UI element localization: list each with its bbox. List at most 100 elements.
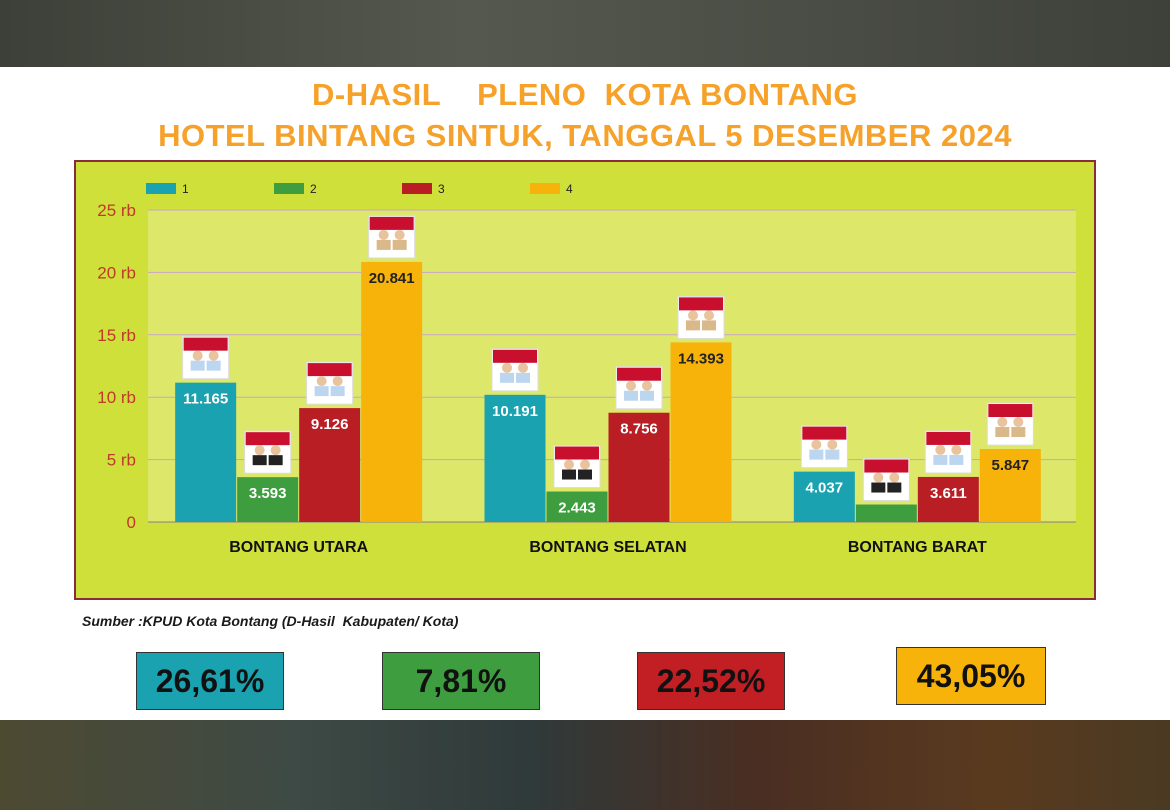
candidate-face-icon bbox=[518, 362, 528, 373]
bar-value-label: 3.611 bbox=[930, 485, 967, 502]
candidate-body-icon bbox=[268, 455, 283, 466]
legend-label-3: 3 bbox=[438, 182, 445, 196]
bar-chart: 0 5 rb 10 rb 15 rb 20 rb 25 rb 1 2 3 4 11.165 3.593… bbox=[97, 182, 1076, 556]
candidate-face-icon bbox=[564, 459, 574, 470]
bar-value-label: 2.443 bbox=[558, 500, 596, 517]
bar bbox=[917, 476, 979, 522]
bar bbox=[608, 412, 670, 522]
candidate-face-icon bbox=[889, 472, 900, 483]
background-bottom bbox=[0, 720, 1170, 810]
y-tick-label: 5 rb bbox=[107, 451, 136, 470]
candidate-face-icon bbox=[316, 376, 327, 387]
candidate-face-icon bbox=[935, 444, 946, 455]
y-tick-label: 25 rb bbox=[97, 201, 136, 220]
y-tick-label: 15 rb bbox=[97, 326, 136, 345]
chart-frame: 0 5 rb 10 rb 15 rb 20 rb 25 rb 1 2 3 4 11.165 3.593… bbox=[74, 160, 1096, 600]
candidate-face-icon bbox=[997, 417, 1008, 428]
photo-flag-icon bbox=[679, 297, 723, 311]
bar bbox=[855, 504, 917, 522]
candidate-body-icon bbox=[314, 386, 329, 397]
candidate-body-icon bbox=[578, 469, 592, 480]
x-category-label: BONTANG SELATAN bbox=[529, 539, 686, 556]
photo-flag-icon bbox=[864, 459, 909, 473]
bar-value-label: 4.037 bbox=[806, 480, 844, 497]
candidate-face-icon bbox=[827, 439, 838, 450]
percentage-box-2: 7,81% bbox=[382, 652, 540, 710]
percentage-box-4: 43,05% bbox=[896, 647, 1046, 705]
candidate-body-icon bbox=[686, 320, 700, 331]
source-note: Sumber :KPUD Kota Bontang (D-Hasil Kabup… bbox=[82, 613, 459, 629]
bar bbox=[299, 408, 361, 522]
photo-flag-icon bbox=[493, 349, 537, 363]
bar-value-label: 11.165 bbox=[183, 391, 228, 408]
candidate-body-icon bbox=[330, 386, 345, 397]
photo-flag-icon bbox=[802, 426, 847, 440]
candidate-face-icon bbox=[394, 229, 405, 240]
y-tick-label: 20 rb bbox=[97, 263, 136, 282]
bar bbox=[979, 449, 1041, 522]
legend-swatch-2 bbox=[274, 183, 304, 194]
bar-value-label: 9.126 bbox=[311, 416, 349, 433]
candidate-body-icon bbox=[1011, 427, 1026, 438]
photo-flag-icon bbox=[926, 431, 971, 445]
candidate-face-icon bbox=[270, 445, 281, 456]
candidate-body-icon bbox=[640, 390, 654, 401]
candidate-face-icon bbox=[626, 380, 636, 391]
candidate-body-icon bbox=[809, 449, 824, 460]
bar-value-label: 14.393 bbox=[678, 350, 724, 367]
candidate-body-icon bbox=[190, 360, 205, 371]
candidate-face-icon bbox=[642, 380, 652, 391]
candidate-face-icon bbox=[688, 310, 698, 321]
candidate-face-icon bbox=[811, 439, 822, 450]
candidate-body-icon bbox=[376, 239, 391, 250]
candidate-body-icon bbox=[825, 449, 840, 460]
candidate-body-icon bbox=[516, 372, 530, 383]
y-tick-label: 10 rb bbox=[97, 388, 136, 407]
legend-swatch-4 bbox=[530, 183, 560, 194]
photo-flag-icon bbox=[555, 446, 599, 460]
candidate-body-icon bbox=[871, 482, 886, 493]
x-category-label: BONTANG UTARA bbox=[229, 539, 368, 556]
title-line-2: HOTEL BINTANG SINTUK, TANGGAL 5 DESEMBER… bbox=[158, 118, 1012, 153]
candidate-face-icon bbox=[951, 444, 962, 455]
bar-value-label: 20.841 bbox=[369, 270, 415, 287]
photo-flag-icon bbox=[245, 432, 290, 446]
photo-flag-icon bbox=[307, 363, 352, 377]
candidate-body-icon bbox=[252, 455, 267, 466]
candidate-body-icon bbox=[933, 454, 948, 465]
bar bbox=[546, 491, 608, 522]
candidate-face-icon bbox=[873, 472, 884, 483]
bar-value-label: 3.593 bbox=[249, 485, 287, 502]
candidate-body-icon bbox=[887, 482, 902, 493]
x-category-label: BONTANG BARAT bbox=[848, 539, 987, 556]
candidate-face-icon bbox=[192, 350, 203, 361]
candidate-face-icon bbox=[704, 310, 714, 321]
legend-label-2: 2 bbox=[310, 182, 317, 196]
candidate-face-icon bbox=[208, 350, 219, 361]
legend-label-4: 4 bbox=[566, 182, 573, 196]
bar bbox=[670, 342, 732, 522]
percentage-box-1: 26,61% bbox=[136, 652, 284, 710]
bar bbox=[484, 394, 546, 522]
legend-swatch-3 bbox=[402, 183, 432, 194]
photo-flag-icon bbox=[183, 337, 228, 351]
candidate-face-icon bbox=[1013, 417, 1024, 428]
bar bbox=[361, 261, 423, 522]
photo-flag-icon bbox=[988, 404, 1033, 418]
candidate-body-icon bbox=[500, 372, 514, 383]
candidate-face-icon bbox=[378, 229, 389, 240]
bar bbox=[793, 471, 855, 522]
bar bbox=[237, 477, 299, 522]
candidate-body-icon bbox=[949, 454, 964, 465]
background-top bbox=[0, 0, 1170, 67]
title-line-1: D-HASIL PLENO KOTA BONTANG bbox=[311, 77, 858, 112]
percentage-box-3: 22,52% bbox=[637, 652, 785, 710]
photo-flag-icon bbox=[617, 367, 661, 381]
photo-flag-icon bbox=[369, 216, 414, 230]
bar bbox=[175, 382, 237, 522]
candidate-face-icon bbox=[502, 362, 512, 373]
legend-label-1: 1 bbox=[182, 182, 189, 196]
y-tick-label: 0 bbox=[127, 513, 136, 532]
candidate-body-icon bbox=[702, 320, 716, 331]
bar-value-label: 5.847 bbox=[992, 457, 1030, 474]
